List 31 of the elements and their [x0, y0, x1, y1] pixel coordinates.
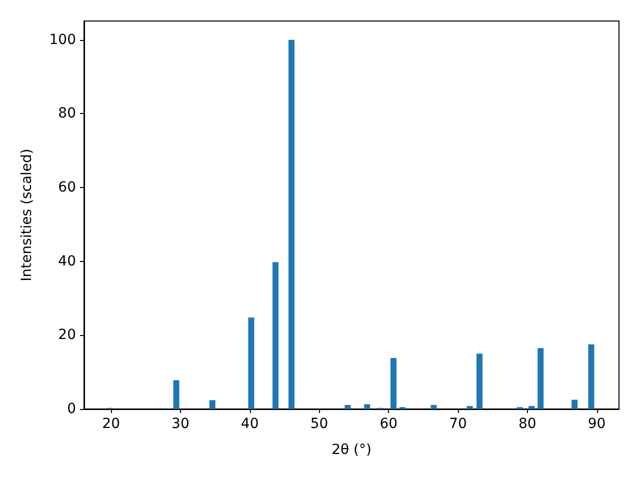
x-axis-title: 2θ (°) [332, 442, 372, 458]
bar [476, 354, 483, 409]
bar [430, 404, 437, 409]
y-axis-title: Intensities (scaled) [19, 148, 35, 282]
x-tick-label: 70 [449, 416, 467, 432]
bar [248, 317, 254, 409]
bar [466, 406, 473, 409]
bar [344, 404, 351, 409]
y-tick-label: 20 [58, 327, 76, 344]
x-tick-label: 80 [518, 416, 536, 432]
y-tick-label: 80 [58, 106, 76, 122]
bar [209, 400, 216, 409]
bar [173, 380, 180, 409]
y-tick-label: 60 [58, 179, 76, 196]
bar [288, 40, 294, 409]
bar [588, 344, 594, 409]
x-tick-label: 40 [240, 416, 259, 432]
bar [572, 400, 578, 409]
x-tick-label: 30 [172, 416, 190, 432]
x-tick-label: 90 [588, 416, 606, 432]
x-tick-label: 60 [380, 416, 398, 432]
bar [272, 262, 279, 409]
bar [528, 406, 535, 409]
y-tick-label: 100 [49, 32, 76, 48]
bar [390, 358, 396, 409]
y-tick-label: 40 [58, 253, 76, 270]
x-tick-label: 20 [102, 416, 120, 432]
y-tick-label: 0 [67, 401, 76, 417]
bar [364, 404, 370, 409]
x-tick-label: 50 [310, 416, 328, 432]
bar [538, 348, 544, 409]
